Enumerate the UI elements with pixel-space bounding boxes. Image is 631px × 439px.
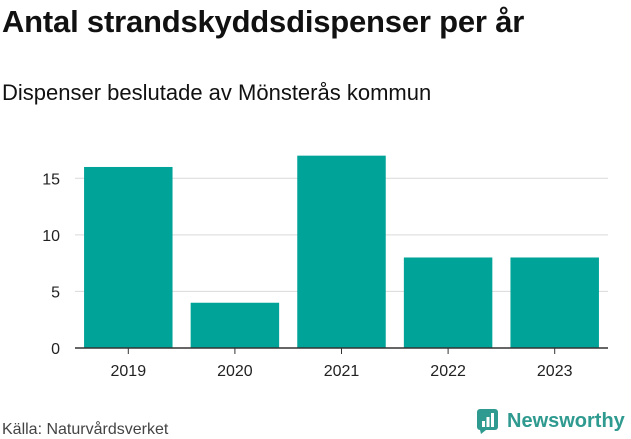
chart-title: Antal strandskyddsdispenser per år: [2, 4, 525, 39]
x-tick-label-2023: 2023: [537, 363, 573, 380]
bar-2023: [510, 257, 599, 348]
y-tick-label-0: 0: [51, 341, 60, 358]
y-tick-label-15: 15: [42, 171, 60, 188]
bar-2020: [190, 302, 280, 348]
bar-2022: [403, 257, 493, 348]
x-tick-label-2019: 2019: [111, 363, 147, 380]
bars: [84, 155, 599, 348]
x-tick-label-2022: 2022: [430, 363, 466, 380]
bar-chart: 0 5 10 15 2019 2020 2021 2022 2023: [42, 155, 608, 380]
x-tick-label-2020: 2020: [217, 363, 253, 380]
bar-2021: [297, 155, 386, 348]
x-tick-label-2021: 2021: [324, 363, 360, 380]
bar-2019: [84, 166, 173, 348]
source-note: Källa: Naturvårdsverket: [2, 421, 169, 438]
newsworthy-logo-icon: [477, 409, 498, 434]
y-tick-label-10: 10: [42, 228, 60, 245]
axes: 0 5 10 15 2019 2020 2021 2022 2023: [42, 171, 608, 380]
brand-name: Newsworthy: [507, 409, 625, 432]
brand-logo: Newsworthy: [476, 408, 625, 434]
chart-subtitle: Dispenser beslutade av Mönsterås kommun: [2, 80, 432, 105]
y-tick-label-5: 5: [51, 284, 60, 301]
